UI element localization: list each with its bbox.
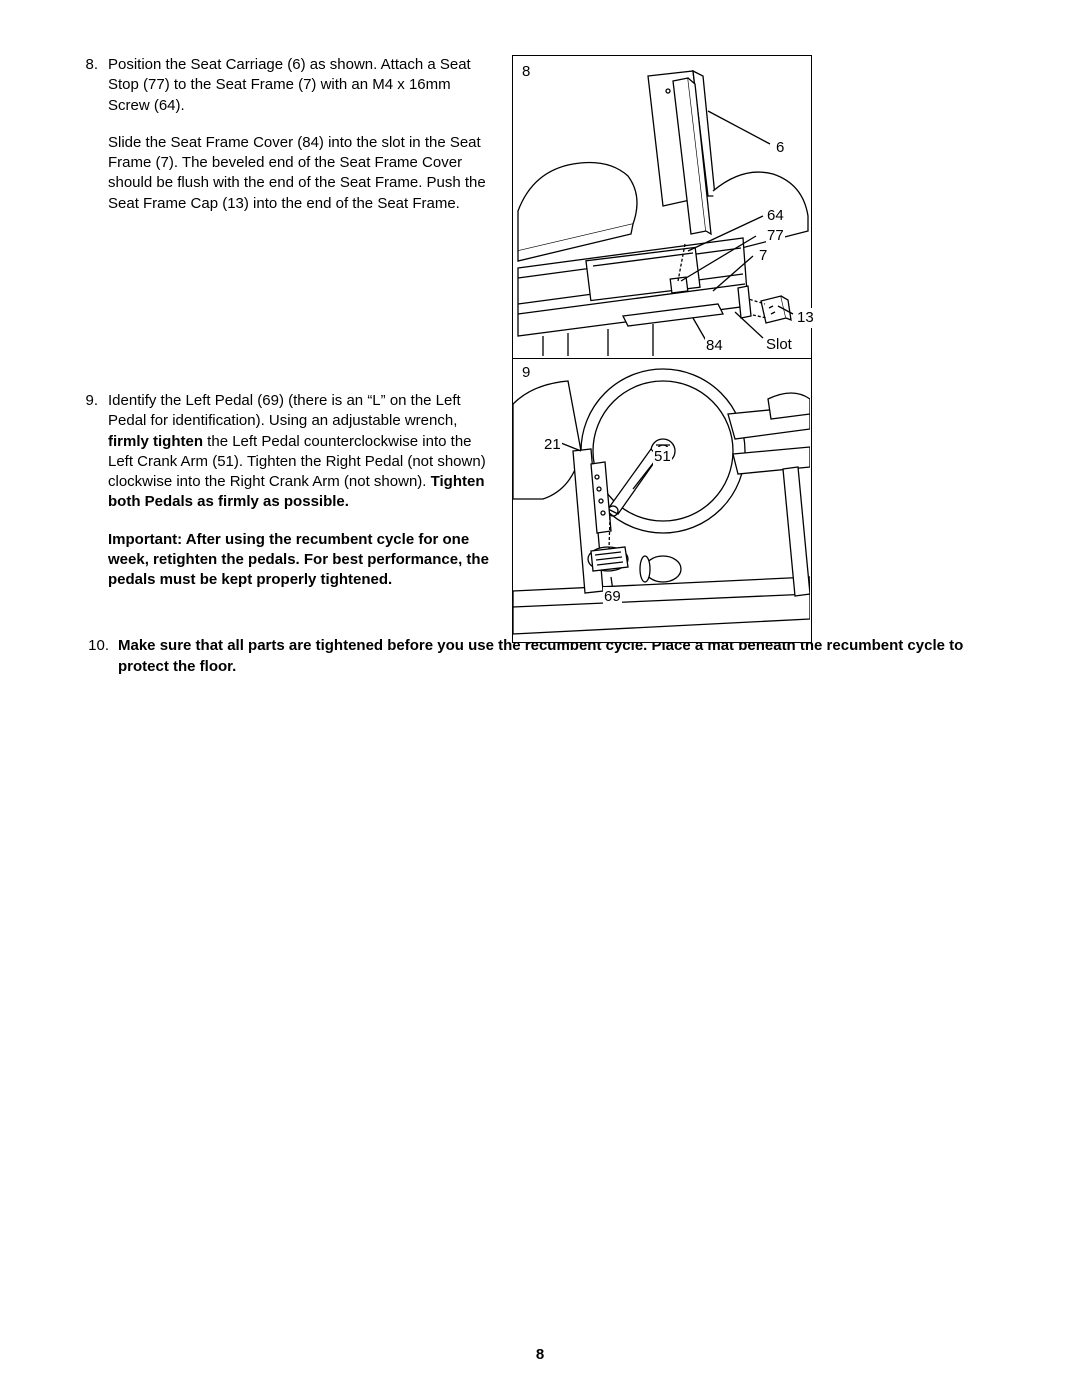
d9-label-69: 69 xyxy=(603,587,622,607)
s9-p1a: Identify the Left Pedal (69) (there is a… xyxy=(108,392,461,429)
diagram-9-title: 9 xyxy=(521,363,531,383)
d9-label-51: 51 xyxy=(653,447,672,467)
diagram-8-title: 8 xyxy=(521,62,531,82)
page-number: 8 xyxy=(0,1345,1080,1365)
diagram-9-svg xyxy=(513,359,810,640)
d8-label-64: 64 xyxy=(766,206,785,226)
d8-label-7: 7 xyxy=(758,246,768,266)
step-9-text: 9. Identify the Left Pedal (69) (there i… xyxy=(78,391,492,608)
step-9-body: Identify the Left Pedal (69) (there is a… xyxy=(108,391,492,590)
step-10-number: 10. xyxy=(78,636,118,677)
diagram-column: 8 xyxy=(512,55,812,643)
d8-label-13: 13 xyxy=(796,308,815,328)
step-9-p2: Important: After using the recumbent cyc… xyxy=(108,530,492,591)
diagram-8-box: 8 xyxy=(512,55,812,359)
d8-label-77: 77 xyxy=(766,226,785,246)
d8-label-slot: Slot xyxy=(765,335,793,355)
step-8: 8. Position the Seat Carriage (6) as sho… xyxy=(78,55,492,214)
step-8-p1: Position the Seat Carriage (6) as shown.… xyxy=(108,55,492,116)
step-8-number: 8. xyxy=(78,55,108,214)
d8-label-84: 84 xyxy=(705,336,724,356)
step-9: 9. Identify the Left Pedal (69) (there i… xyxy=(78,391,492,590)
d8-label-6: 6 xyxy=(775,138,785,158)
step-8-p2: Slide the Seat Frame Cover (84) into the… xyxy=(108,133,492,214)
step-9-number: 9. xyxy=(78,391,108,590)
step-8-body: Position the Seat Carriage (6) as shown.… xyxy=(108,55,492,214)
step-9-p1: Identify the Left Pedal (69) (there is a… xyxy=(108,391,492,513)
s9-p1b: firmly tighten xyxy=(108,433,203,450)
d9-label-21: 21 xyxy=(543,435,562,455)
diagram-9-box: 9 xyxy=(512,359,812,643)
